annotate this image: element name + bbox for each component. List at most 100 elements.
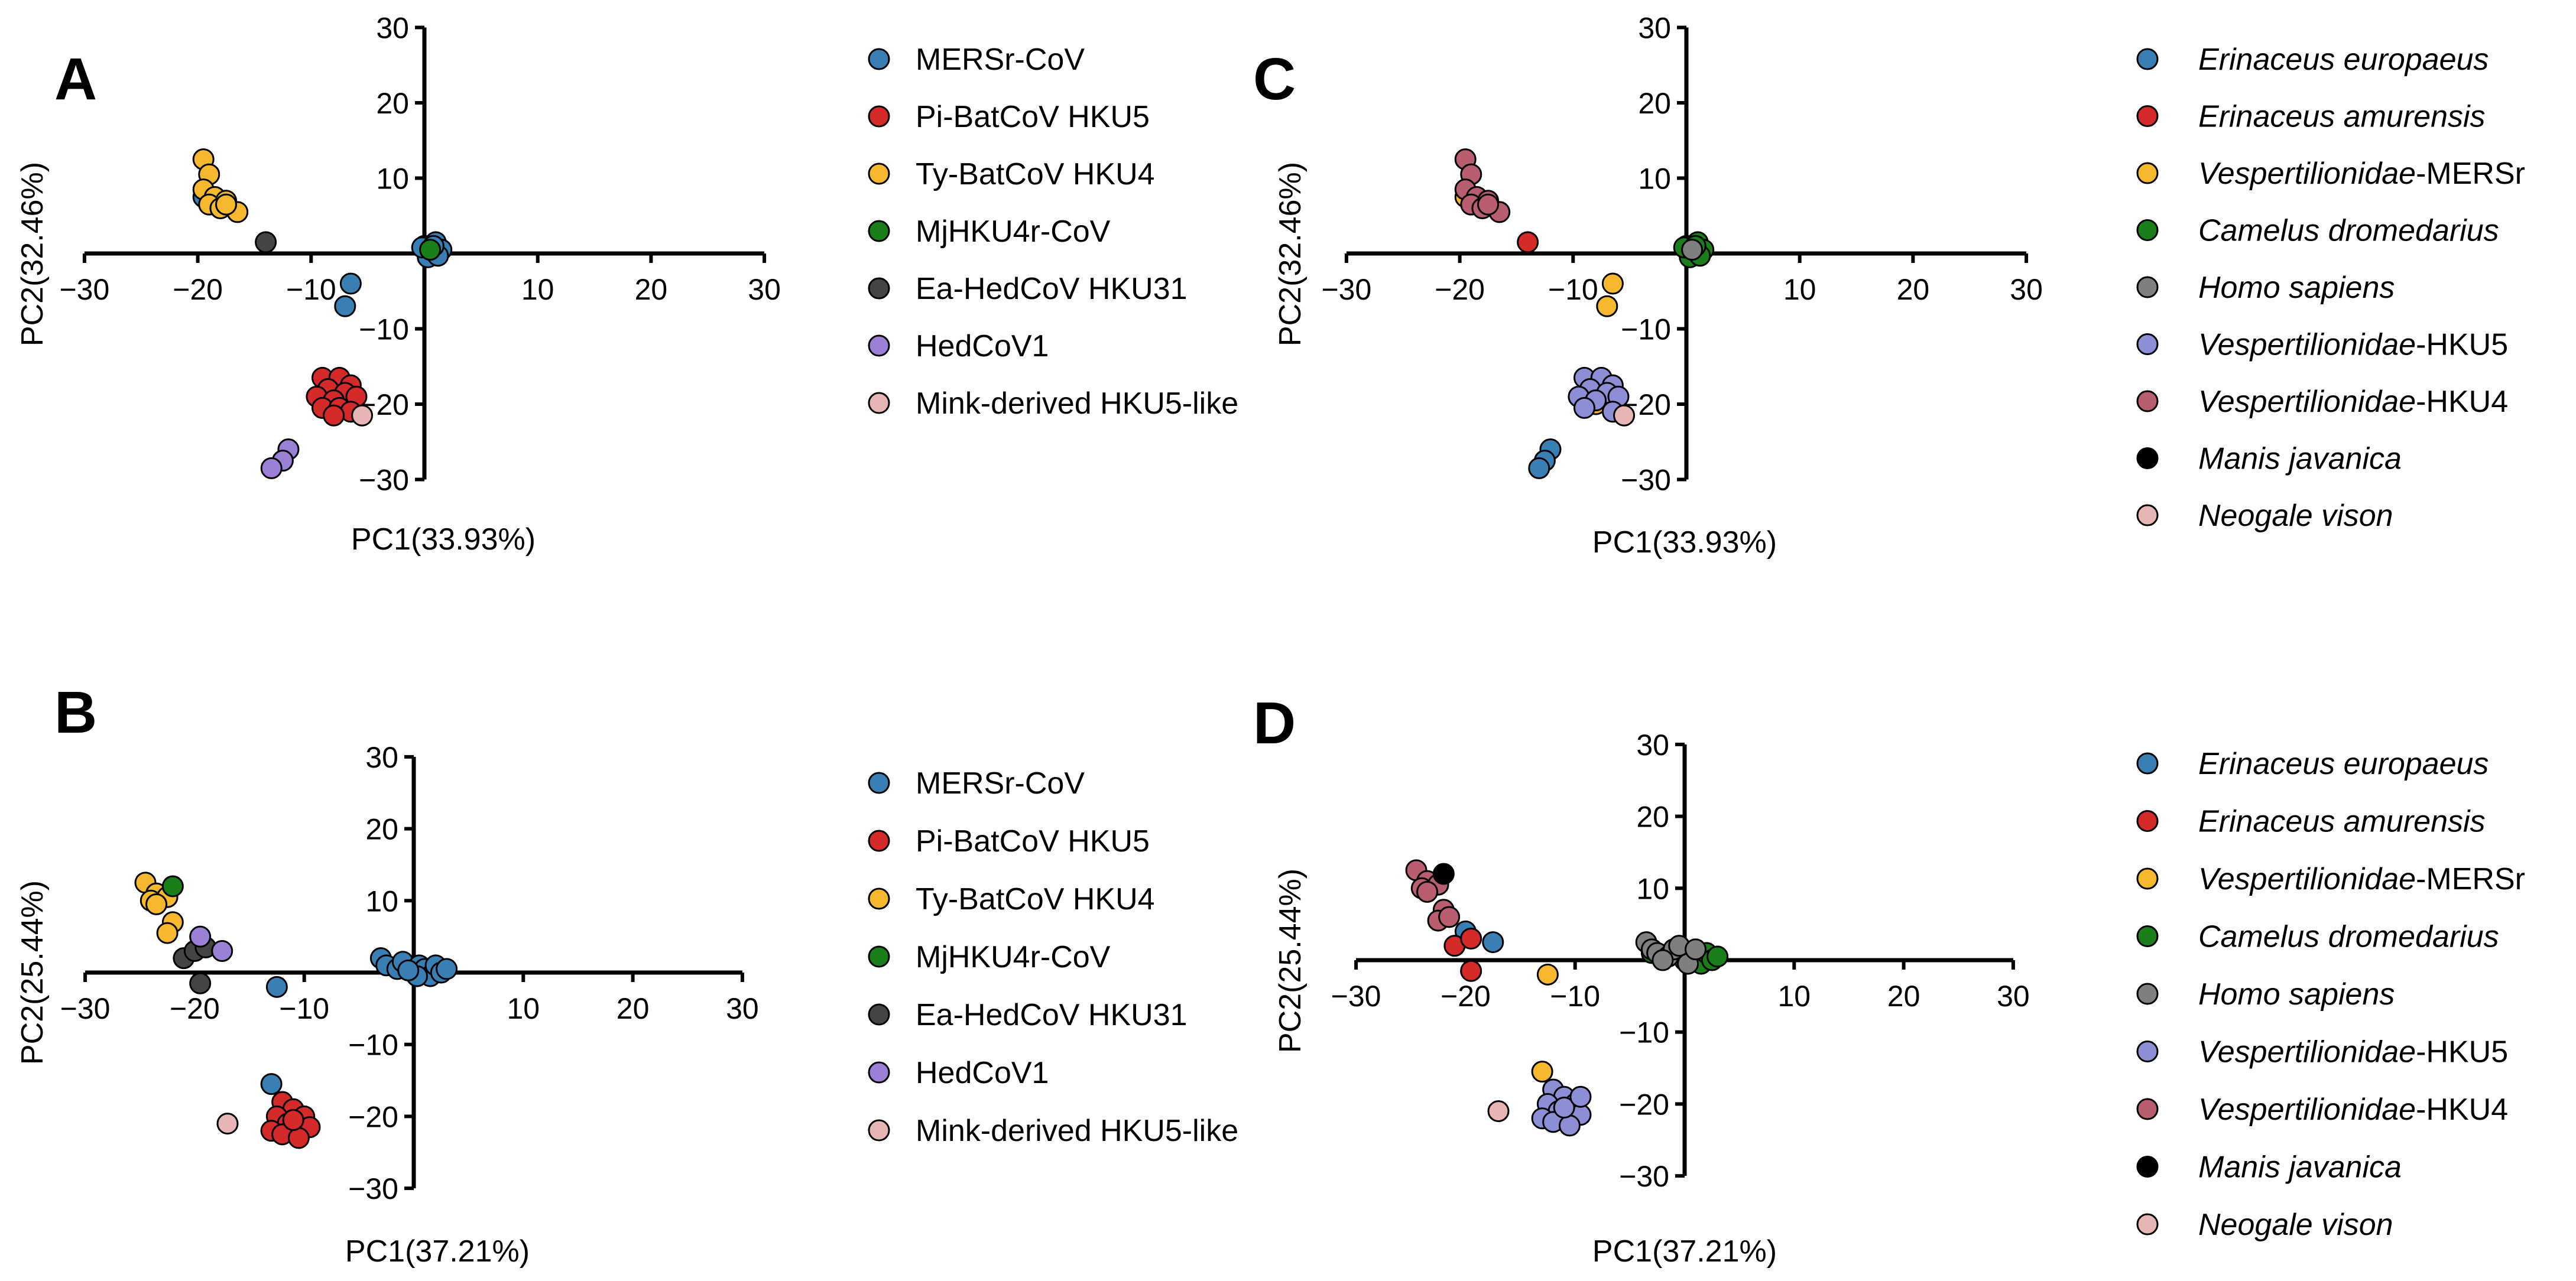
y-tick-label: 20 [1636, 801, 1669, 834]
legend-marker [868, 48, 890, 70]
x-tick-label: 20 [1887, 980, 1920, 1013]
legend-label-italic: Homo sapiens [2198, 977, 2395, 1012]
data-point [1652, 949, 1674, 971]
data-point [215, 193, 238, 216]
legend-label: Erinaceus amurensis [2198, 100, 2486, 134]
legend-marker [868, 1061, 890, 1084]
data-point [189, 972, 212, 994]
legend-marker [868, 162, 890, 185]
legend-marker [868, 830, 890, 852]
x-tick-label: 30 [726, 992, 759, 1025]
legend-label-italic: Neogale vison [2198, 1208, 2393, 1242]
data-point [1432, 863, 1455, 885]
legend-marker [2136, 504, 2159, 526]
x-tick-label: −30 [59, 273, 109, 306]
legend-label: Homo sapiens [2198, 271, 2395, 305]
legend-label: Pi-BatCoV HKU5 [916, 100, 1150, 134]
legend-marker [2136, 1213, 2159, 1236]
legend-label-italic: Erinaceus amurensis [2198, 805, 2486, 839]
x-tick-label: 20 [617, 992, 650, 1025]
y-tick-label: 20 [376, 87, 409, 120]
y-tick-label: −10 [348, 1029, 398, 1062]
legend-label: HedCoV1 [916, 329, 1049, 363]
legend-marker [868, 392, 890, 414]
x-tick-label: 10 [1783, 273, 1816, 306]
y-tick-label: −20 [1619, 1088, 1669, 1121]
data-point [1416, 880, 1439, 903]
y-tick-label: 10 [365, 885, 398, 918]
legend-label: Mink-derived HKU5-like [916, 386, 1238, 421]
panel-b: B −30 −20 −10 10 20 30 −30 −20 −10 10 20 30 PC1(37.21… [15, 679, 1238, 1269]
data-point [397, 959, 420, 981]
legend-marker [2136, 333, 2159, 355]
y-tick-label: −30 [1619, 1160, 1669, 1193]
legend-label-italic: Vespertilionidae [2198, 1093, 2416, 1127]
panel-d: D −30 −20 −10 10 20 30 −30 −20 −10 10 20 30 PC1(37.21… [1253, 690, 2525, 1269]
x-tick-label: 10 [1777, 980, 1811, 1013]
legend-label: MjHKU4r-CoV [916, 214, 1111, 249]
panel-letter: B [54, 679, 97, 746]
legend-label: Manis javanica [2198, 442, 2402, 476]
data-point [265, 976, 288, 998]
y-tick-label: −30 [359, 464, 409, 497]
legend-marker [2136, 276, 2159, 298]
y-axis-title: PC2(25.44%) [15, 880, 50, 1065]
data-point [334, 295, 356, 317]
data-point [1482, 931, 1504, 954]
legend-marker [868, 1119, 890, 1142]
legend-marker [2136, 752, 2159, 775]
y-tick-label: 20 [365, 813, 398, 846]
y-axis-title: PC2(25.44%) [1273, 869, 1308, 1053]
data-point [1536, 963, 1559, 986]
legend-marker [868, 105, 890, 128]
legend-label: Vespertilionidae-HKU4 [2198, 385, 2508, 419]
legend-label: Vespertilionidae-MERSr [2198, 862, 2525, 896]
legend-label-italic: Vespertilionidae [2198, 385, 2416, 419]
data-point [1460, 960, 1482, 982]
y-tick-label: 30 [1636, 729, 1669, 762]
legend-label-italic: Camelus dromedarius [2198, 214, 2499, 248]
x-axis-title: PC1(37.21%) [345, 1234, 530, 1269]
legend-label-suffix: -MERSr [2416, 157, 2525, 191]
legend-label: Erinaceus europaeus [2198, 43, 2489, 77]
x-tick-label: −20 [170, 992, 220, 1025]
legend-label: Vespertilionidae-HKU5 [2198, 1035, 2508, 1069]
data-point [1553, 1096, 1575, 1119]
legend-marker [2136, 219, 2159, 241]
legend-label-italic: Homo sapiens [2198, 271, 2395, 305]
legend-label-italic: Erinaceus europaeus [2198, 747, 2489, 781]
legend-label: Ea-HedCoV HKU31 [916, 998, 1188, 1032]
x-tick-label: 20 [1897, 273, 1930, 306]
legend-label: Vespertilionidae-HKU5 [2198, 328, 2508, 362]
panel-letter: C [1253, 46, 1296, 112]
legend-marker [2136, 105, 2159, 127]
data-point [1528, 457, 1550, 479]
legend-label-suffix: -HKU5 [2416, 1035, 2508, 1069]
legend-marker [868, 220, 890, 242]
data-point [1517, 231, 1539, 253]
y-tick-label: 10 [1638, 162, 1671, 196]
x-tick-label: 30 [2010, 273, 2043, 306]
y-tick-label: −30 [348, 1172, 398, 1205]
legend-marker [2136, 925, 2159, 947]
x-tick-label: −30 [60, 992, 111, 1025]
legend-label-italic: Vespertilionidae [2198, 328, 2416, 362]
x-tick-label: −10 [1550, 980, 1600, 1013]
data-point [1487, 1100, 1510, 1123]
panel-a: A−30 −20 −10 10 20 30−30−20−10102030PC1(33.93… [15, 12, 1238, 557]
y-tick-label: 30 [376, 12, 409, 45]
legend-marker [2136, 810, 2159, 832]
legend-label: Neogale vison [2198, 499, 2393, 533]
legend-label: Manis javanica [2198, 1150, 2402, 1185]
data-point [282, 1108, 304, 1131]
panel-letter: A [54, 46, 97, 112]
legend-marker [868, 887, 890, 910]
y-axis-title: PC2(32.46%) [1273, 162, 1308, 346]
x-tick-label: −30 [1321, 273, 1371, 306]
legend-marker [2136, 48, 2159, 70]
legend-label: HedCoV1 [916, 1056, 1049, 1090]
data-point [1460, 927, 1482, 950]
data-point [436, 958, 458, 980]
data-point [339, 272, 362, 295]
legend-label: Homo sapiens [2198, 977, 2395, 1012]
